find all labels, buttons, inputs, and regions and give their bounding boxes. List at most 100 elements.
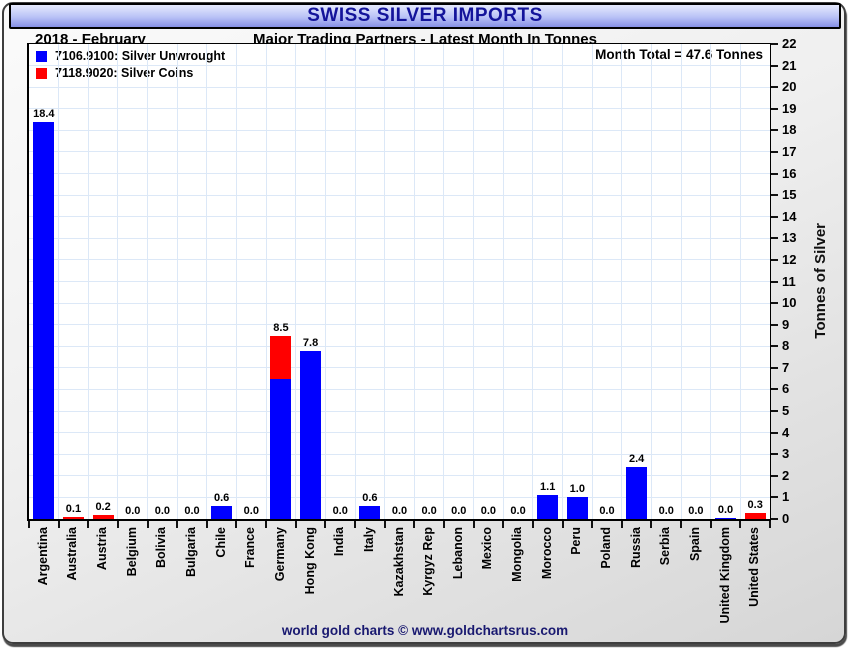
y-tick-mark [771,280,778,283]
h-gridline [29,432,770,434]
bar-segment-coins [92,515,114,519]
h-gridline [29,302,770,304]
h-gridline [29,129,770,131]
x-tick-label: Bulgaria [184,527,199,578]
y-tick-label: 14 [782,208,797,224]
h-gridline [29,216,770,218]
v-gridline [710,44,712,519]
y-tick-label: 10 [782,295,797,311]
x-tick-mark [769,521,771,528]
bar-value-label: 0.0 [510,505,526,517]
x-tick-mark [502,521,505,528]
v-gridline [413,44,415,519]
h-gridline [29,65,770,67]
y-tick-mark [771,474,778,477]
h-gridline [29,194,770,196]
bar-segment-unwrought [359,506,381,519]
y-tick-mark [771,129,778,132]
y-tick-mark [771,431,778,434]
bar-value-label: 0.0 [154,505,171,517]
y-tick-mark [771,453,778,456]
h-gridline [29,324,770,326]
x-tick-mark [709,521,712,528]
x-tick-mark [87,521,90,528]
x-tick-mark [294,521,297,528]
x-tick-mark [561,521,564,528]
footer-credit: world gold charts © www.goldchartsrus.co… [281,623,569,638]
bar-segment-unwrought [33,122,55,519]
y-tick-mark [771,302,778,305]
v-gridline [147,44,149,519]
x-tick-mark [116,521,119,528]
v-gridline [473,44,475,519]
x-tick-mark [235,521,238,528]
bar-segment-unwrought [626,467,648,519]
x-tick-label: Lebanon [450,527,465,580]
x-tick-label: Peru [569,527,584,555]
x-tick-mark [442,521,445,528]
y-tick-label: 16 [782,165,797,181]
h-gridline [29,151,770,153]
bar-segment-coins [744,513,766,519]
y-tick-mark [771,237,778,240]
v-gridline [384,44,386,519]
x-tick-mark [28,521,30,528]
bar-value-label: 0.1 [65,503,82,515]
y-tick-label: 17 [782,143,797,159]
x-tick-mark [472,521,475,528]
chart-title: SWISS SILVER IMPORTS [307,5,543,26]
bar-value-label: 1.1 [540,481,556,493]
y-tick-label: 8 [782,338,790,354]
bar-value-label: 0.0 [480,505,497,517]
v-gridline [739,44,741,519]
x-tick-label: France [243,527,258,568]
bar-segment-unwrought [300,351,322,519]
y-tick-label: 1 [782,489,790,505]
x-tick-label: Belgium [124,527,139,577]
bar-segment-coins [270,336,292,379]
bar-value-label: 1.0 [569,483,585,495]
y-tick-label: 2 [782,467,790,483]
x-tick-label: Germany [272,527,287,582]
x-tick-mark [354,521,357,528]
x-tick-label: India [332,527,347,557]
v-gridline [532,44,534,519]
y-tick-label: 12 [782,251,797,267]
x-tick-label: Italy [361,527,376,553]
v-gridline [562,44,564,519]
h-gridline [29,237,770,239]
legend-label-coins: 7118.9020: Silver Coins [55,66,194,80]
x-tick-label: Mexico [480,527,495,570]
bar-value-label: 0.2 [95,501,111,513]
y-tick-label: 18 [782,122,797,138]
x-tick-mark [650,521,653,528]
y-tick-label: 11 [782,273,796,289]
h-gridline [29,86,770,88]
y-tick-mark [771,64,778,67]
y-tick-label: 5 [782,403,790,419]
bar-value-label: 0.3 [747,499,763,511]
h-gridline [29,367,770,369]
y-tick-label: 4 [782,424,790,440]
h-gridline [29,453,770,455]
x-tick-label: Bolivia [154,527,169,568]
x-tick-mark [324,521,327,528]
y-axis-title: Tonnes of Silver [811,222,829,339]
bar-value-label: 0.0 [332,505,348,517]
x-tick-label: Australia [65,527,80,581]
y-tick-label: 13 [782,230,797,246]
x-tick-label: Kyrgyz Rep [421,527,436,596]
y-tick-mark [771,150,778,153]
x-tick-mark [531,521,534,528]
y-tick-mark [771,43,778,45]
bar-value-label: 18.4 [33,108,55,120]
x-tick-mark [265,521,268,528]
x-tick-label: Morocco [539,527,554,580]
bar-value-label: 0.0 [391,505,408,517]
bar-value-label: 0.0 [243,505,259,517]
v-gridline [621,44,623,519]
v-gridline [680,44,682,519]
legend: 7106.9100: Silver Unwrought 7118.9020: S… [36,49,225,83]
bar-value-label: 0.6 [214,492,230,504]
legend-item-coins: 7118.9020: Silver Coins [36,66,225,80]
